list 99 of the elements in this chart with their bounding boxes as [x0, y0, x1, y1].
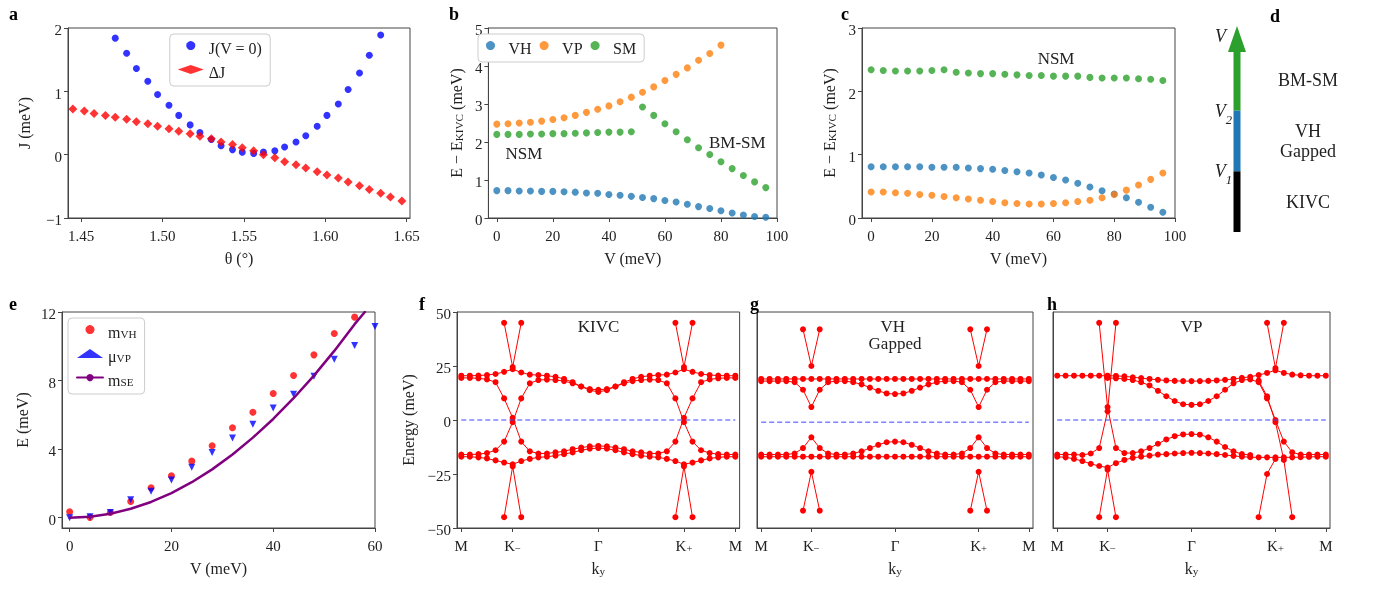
x-axis-title: V (meV)	[989, 250, 1048, 269]
legend-label: ΔJ	[208, 63, 226, 81]
y-tick-label: 1	[474, 174, 483, 191]
chart-title: e	[9, 294, 17, 314]
y-tick-label: 0	[848, 212, 856, 229]
x-tick-label: 1.55	[230, 228, 258, 244]
x-tick-label: 80	[1106, 228, 1122, 244]
x-tick-label: K−	[802, 538, 820, 554]
legend-label: J(V = 0)	[208, 39, 262, 58]
x-tick-label: 40	[601, 228, 617, 244]
x-tick-label: 1.65	[393, 228, 420, 244]
text: BM-SM	[1277, 70, 1339, 91]
y-tick-label: 1	[848, 148, 856, 165]
x-tick-label: M	[1319, 538, 1333, 554]
x-tick-label: 1.45	[67, 228, 95, 244]
x-tick-label: Γ	[593, 538, 603, 554]
chart-title: c	[841, 4, 849, 24]
x-tick-label: K−	[504, 538, 522, 554]
y-tick-label: 50	[436, 306, 451, 323]
y-tick-label: 0	[443, 414, 451, 431]
x-tick-label: 1.50	[149, 228, 176, 244]
y-tick-label: 3	[848, 22, 856, 39]
y-tick-label: 4	[474, 60, 483, 77]
y-tick-label: 0	[474, 212, 483, 229]
x-tick-label: M	[454, 538, 468, 554]
x-tick-label: M	[1022, 538, 1036, 554]
text: d	[1270, 6, 1281, 26]
y-tick-label: 0	[54, 148, 62, 165]
x-axis-title: ky	[1184, 560, 1199, 578]
annotation: KIVC	[577, 317, 620, 336]
y-tick-label: 2	[54, 22, 62, 39]
x-tick-label: 20	[545, 228, 561, 244]
legend-label: mSE	[108, 371, 134, 389]
annotation: VH Gapped	[868, 317, 922, 353]
x-tick-label: K+	[675, 538, 693, 554]
x-tick-label: Γ	[1187, 538, 1197, 554]
y-tick-label: 12	[41, 306, 56, 323]
y-tick-label: 2	[474, 136, 483, 153]
x-axis-title: V (meV)	[604, 250, 662, 269]
annotation: BM-SM	[709, 132, 766, 152]
chart-title: f	[419, 294, 426, 314]
y-axis-title: Energy (meV)	[400, 374, 419, 466]
legend-label: μVP	[108, 347, 131, 366]
legend-label: SM	[613, 39, 637, 57]
x-tick-label: K+	[970, 538, 988, 554]
x-tick-label: 20	[924, 228, 940, 244]
x-tick-label: M	[754, 538, 768, 554]
annotation: NSM	[1037, 48, 1075, 68]
x-tick-label: 60	[1045, 228, 1061, 244]
chart-title: a	[9, 4, 18, 24]
x-tick-label: K−	[1099, 538, 1117, 554]
x-axis-title: ky	[888, 560, 903, 578]
x-tick-label: K+	[1267, 538, 1284, 554]
x-axis-title: θ (°)	[224, 250, 254, 269]
text: V	[1215, 26, 1228, 46]
text: KIVC	[1286, 191, 1330, 212]
text: V$_{2}$	[1214, 100, 1233, 127]
x-tick-label: M	[1050, 538, 1064, 554]
x-tick-label: 0	[867, 228, 875, 244]
x-axis-title: ky	[591, 560, 606, 578]
legend-label: mVH	[108, 323, 137, 341]
y-tick-label: 8	[48, 374, 56, 391]
chart-title: h	[1047, 294, 1058, 314]
y-tick-label: −1	[46, 212, 62, 229]
y-tick-label: 25	[436, 360, 451, 377]
legend-label: VP	[562, 39, 583, 57]
annotation: NSM	[505, 143, 543, 163]
y-axis-title: E − EKIVC (meV)	[447, 68, 466, 178]
x-tick-label: 100	[765, 228, 789, 244]
x-tick-label: 40	[265, 538, 281, 554]
text: V$_{1}$	[1214, 161, 1232, 188]
y-tick-label: 0	[48, 511, 56, 528]
x-tick-label: M	[728, 538, 743, 554]
y-tick-label: 4	[48, 443, 57, 460]
text: VH Gapped	[1280, 121, 1336, 161]
x-tick-label: 100	[1163, 228, 1187, 244]
y-axis-title: J (meV)	[15, 97, 34, 149]
x-tick-label: 60	[367, 538, 383, 554]
x-tick-label: 60	[657, 228, 673, 244]
x-tick-label: 0	[65, 538, 74, 554]
y-axis-title: E (meV)	[13, 392, 32, 448]
x-tick-label: 0	[493, 228, 501, 244]
x-tick-label: Γ	[890, 538, 900, 554]
x-axis-title: V (meV)	[189, 560, 248, 579]
y-tick-label: 1	[54, 85, 62, 102]
y-tick-label: −50	[427, 522, 451, 539]
annotation: VP	[1180, 317, 1203, 336]
y-axis-title: E − EKIVC (meV)	[821, 68, 840, 178]
y-tick-label: −25	[427, 468, 451, 485]
chart-title: b	[449, 4, 460, 24]
x-tick-label: 1.60	[312, 228, 339, 244]
legend-label: VH	[508, 39, 533, 57]
chart-title: g	[750, 294, 759, 314]
y-tick-label: 3	[474, 98, 483, 115]
y-tick-label: 5	[474, 22, 483, 39]
x-tick-label: 80	[713, 228, 729, 244]
x-tick-label: 40	[985, 228, 1001, 244]
x-tick-label: 20	[163, 538, 179, 554]
y-tick-label: 2	[848, 85, 856, 102]
